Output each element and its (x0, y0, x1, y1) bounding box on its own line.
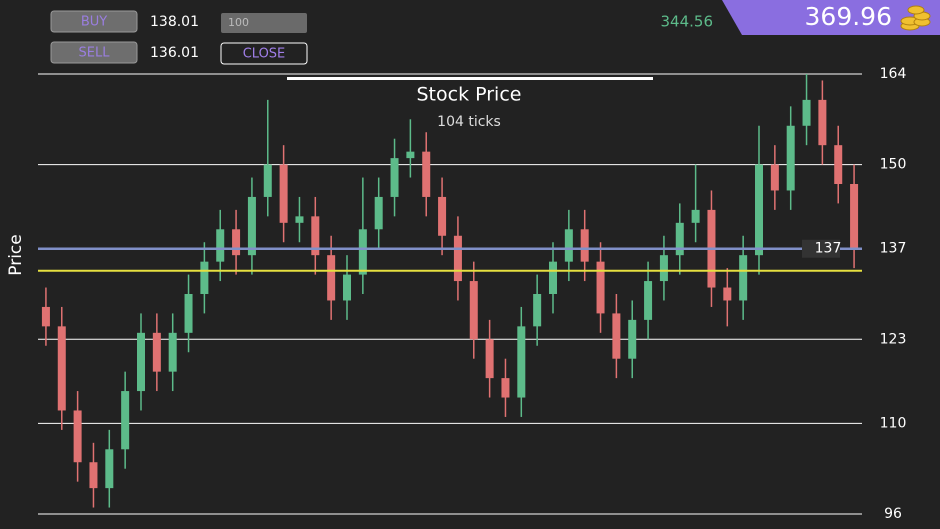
candle-body (549, 261, 557, 294)
y-tick-label: 164 (880, 66, 907, 82)
candle-body (89, 462, 98, 489)
candle-body (57, 326, 66, 411)
profit: 344.56 (661, 13, 714, 31)
sell-label[interactable]: SELL (79, 46, 111, 61)
candle-body (564, 229, 573, 262)
candle-body (247, 196, 256, 256)
candle-body (121, 391, 130, 450)
buy-price: 138.01 (150, 14, 199, 30)
candle-body (834, 145, 843, 184)
candle-body (358, 229, 367, 275)
candle-body (263, 164, 272, 197)
candle-body (691, 209, 700, 223)
candle-body (644, 281, 653, 320)
candle-body (200, 261, 209, 294)
candle-body (628, 319, 637, 359)
candle-body (485, 339, 494, 379)
candle-body (533, 294, 542, 327)
balance: 369.96 (805, 2, 892, 31)
candle-body (453, 235, 462, 282)
candle-body (770, 164, 779, 191)
candle-body (343, 274, 351, 301)
candle-body (105, 449, 114, 489)
candle-body (279, 164, 288, 223)
candle-body (327, 255, 336, 301)
candle-body (501, 378, 510, 398)
quantity-input[interactable] (221, 13, 307, 33)
y-tick-label: 150 (880, 157, 907, 173)
current-price-label: 137 (815, 241, 842, 257)
candle-body (374, 196, 383, 230)
candle-body (41, 306, 50, 327)
candle-body (596, 261, 605, 314)
candle-body (184, 294, 193, 333)
candle-body (152, 332, 161, 372)
close-label[interactable]: CLOSE (243, 47, 286, 62)
candle-body (850, 184, 859, 249)
chart-title: Stock Price (417, 84, 522, 106)
candle-body (755, 164, 763, 256)
candle-body (818, 99, 827, 146)
candle-body (406, 151, 415, 159)
y-tick-label: 96 (884, 506, 902, 522)
buy-button[interactable] (50, 10, 138, 33)
candle-body (580, 229, 589, 262)
candle-body (295, 216, 304, 223)
chart-subtitle: 104 ticks (437, 114, 501, 130)
buy-label[interactable]: BUY (81, 15, 107, 30)
candle-body (390, 158, 399, 197)
y-tick-label: 123 (880, 331, 907, 347)
y-tick-label: 110 (880, 415, 907, 431)
candle-body (73, 410, 82, 463)
candle-body (723, 287, 732, 301)
current-price-tag (802, 239, 840, 258)
candle-body (438, 196, 447, 236)
candle-body (675, 222, 684, 256)
balance-banner (722, 0, 940, 35)
close-button[interactable] (220, 42, 308, 65)
quantity-value[interactable]: 100 (228, 16, 249, 29)
sell-button[interactable] (50, 41, 138, 64)
candle-body (311, 216, 320, 256)
title-bar (287, 77, 653, 80)
candle-body (216, 229, 225, 262)
candle-body (786, 125, 795, 191)
coins-icon (900, 5, 931, 31)
candle-body (422, 151, 431, 197)
sell-price: 136.01 (150, 45, 199, 61)
candle-body (739, 255, 748, 301)
candle-body (612, 313, 621, 359)
candle-body (232, 229, 241, 256)
candle-body (802, 99, 811, 126)
candle-body (469, 281, 478, 340)
y-axis-label: Price (6, 234, 26, 275)
candle-body (168, 332, 177, 372)
candle-body (659, 255, 668, 282)
candle-body (517, 326, 526, 398)
y-tick-label: 137 (880, 241, 907, 257)
candle-body (137, 332, 145, 392)
